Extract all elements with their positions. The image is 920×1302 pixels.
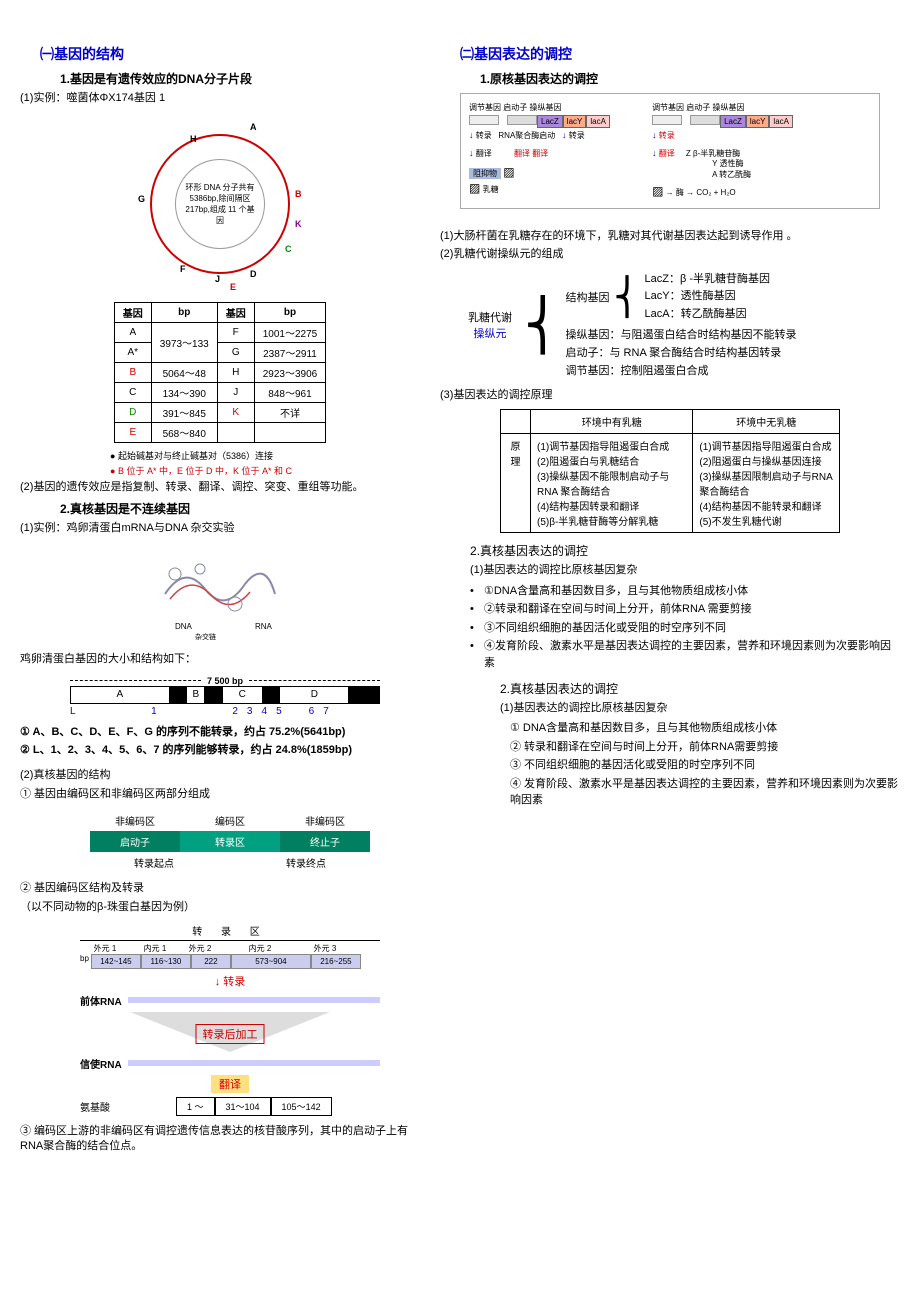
right-column: ㈡基因表达的调控 1.原核基因表达的调控 调节基因 启动子 操纵基因 LacZ … xyxy=(440,40,900,1262)
subsection-1-1: 1.基因是有遗传效应的DNA分子片段 xyxy=(60,70,420,87)
svg-text:杂交链: 杂交链 xyxy=(195,632,216,641)
table-note-2: ● B 位于 A* 中，E 位于 D 中，K 位于 A* 和 C xyxy=(110,464,420,477)
intron-exon-diagram: 转 录 区 外元 1内元 1外元 2内元 2外元 3 bp142~145116~… xyxy=(80,923,380,1116)
seq-note-1: ① A、B、C、D、E、F、G 的序列不能转录，约占 75.2%(5641bp) xyxy=(20,725,420,740)
lactose-induction-text: (1)大肠杆菌在乳糖存在的环境下，乳糖对其代谢基因表达起到诱导作用 。 xyxy=(440,229,900,244)
promoter-note: ③ 编码区上游的非编码区有调控遗传信息表达的核苷酸序列，其中的启动子上有RNA聚… xyxy=(20,1124,420,1155)
subsection-2-1: 1.原核基因表达的调控 xyxy=(480,70,900,87)
gene-bp-table: 基因 bp 基因 bp A3973～133F1001～2275 A*G2387～… xyxy=(114,302,326,443)
left-column: ㈠基因的结构 1.基因是有遗传效应的DNA分子片段 (1)实例：噬菌体ΦX174… xyxy=(20,40,420,1262)
coding-region-h: ② 基因编码区结构及转录 xyxy=(20,881,420,896)
eukaryote-numbered: ① DNA含量高和基因数目多，且与其他物质组成核小体② 转录和翻译在空间与时间上… xyxy=(510,720,900,809)
coding-region-sub: （以不同动物的β-珠蛋白基因为例） xyxy=(20,900,420,915)
section-1-title: ㈠基因的结构 xyxy=(40,44,420,64)
genetic-effect-text: (2)基因的遗传效应是指复制、转录、翻译、调控、突变、重组等功能。 xyxy=(20,480,420,495)
table-note-1: ● 起始碱基对与终止碱基对（5386）连接 xyxy=(110,449,420,462)
operon-composition-h: (2)乳糖代谢操纵元的组成 xyxy=(440,247,900,262)
eukaryote-bullets: ①DNA含量高和基因数目多，且与其他物质组成核小体②转录和翻译在空间与时间上分开… xyxy=(470,583,900,672)
eukaryote-struct-h: (2)真核基因的结构 xyxy=(20,768,420,783)
coding-noncoding-text: ① 基因由编码区和非编码区两部分组成 xyxy=(20,787,420,802)
eukaryote-complex-intro-2: (1)基因表达的调控比原核基因复杂 xyxy=(500,701,900,716)
example-1: (1)实例：噬菌体ΦX174基因 1 xyxy=(20,91,420,106)
section-2-title: ㈡基因表达的调控 xyxy=(460,44,900,64)
subsection-2-2: 2.真核基因表达的调控 xyxy=(470,543,900,560)
lac-operon-diagram: 调节基因 启动子 操纵基因 LacZ lacY lacA ↓ 转录 RNA聚合酶… xyxy=(460,93,880,209)
regulation-principle-h: (3)基因表达的调控原理 xyxy=(440,388,900,403)
seq-note-2: ② L、1、2、3、4、5、6、7 的序列能够转录，约占 24.8%(1859b… xyxy=(20,743,420,758)
dna-rna-hybrid-diagram: DNA RNA 杂交链 xyxy=(145,544,295,644)
ovalbumin-title: 鸡卵清蛋白基因的大小和结构如下： xyxy=(20,652,420,667)
gene-structure-diagram: 非编码区 编码区 非编码区 启动子 转录区 终止子 转录起点 转录终点 xyxy=(90,810,370,873)
svg-text:RNA: RNA xyxy=(255,622,273,631)
subsection-2-2-repeat: 2.真核基因表达的调控 xyxy=(500,681,900,698)
subsection-1-2: 2.真核基因是不连续基因 xyxy=(60,500,420,517)
svg-text:DNA: DNA xyxy=(175,622,193,631)
circle-center-text: 环形 DNA 分子共有 5386bp,除间隔区 217bp,组成 11 个基因 xyxy=(175,159,265,249)
phi-x174-diagram: 环形 DNA 分子共有 5386bp,除间隔区 217bp,组成 11 个基因 … xyxy=(130,114,310,294)
example-2: (1)实例：鸡卵清蛋白mRNA与DNA 杂交实验 xyxy=(20,521,420,536)
regulation-table: 环境中有乳糖 环境中无乳糖 原理 (1)调节基因指导阻遏蛋白合成(2)阻遏蛋白与… xyxy=(500,409,840,533)
gene-structure-bar: 7 500 bp ABCD L1234567 xyxy=(70,676,380,717)
operon-bracket-diagram: 乳糖代谢 操纵元 ⎨ 结构基因 ⎨ LacZ：β -半乳糖苷酶基因LacY：透性… xyxy=(460,271,880,381)
eukaryote-complex-intro: (1)基因表达的调控比原核基因复杂 xyxy=(470,563,900,578)
